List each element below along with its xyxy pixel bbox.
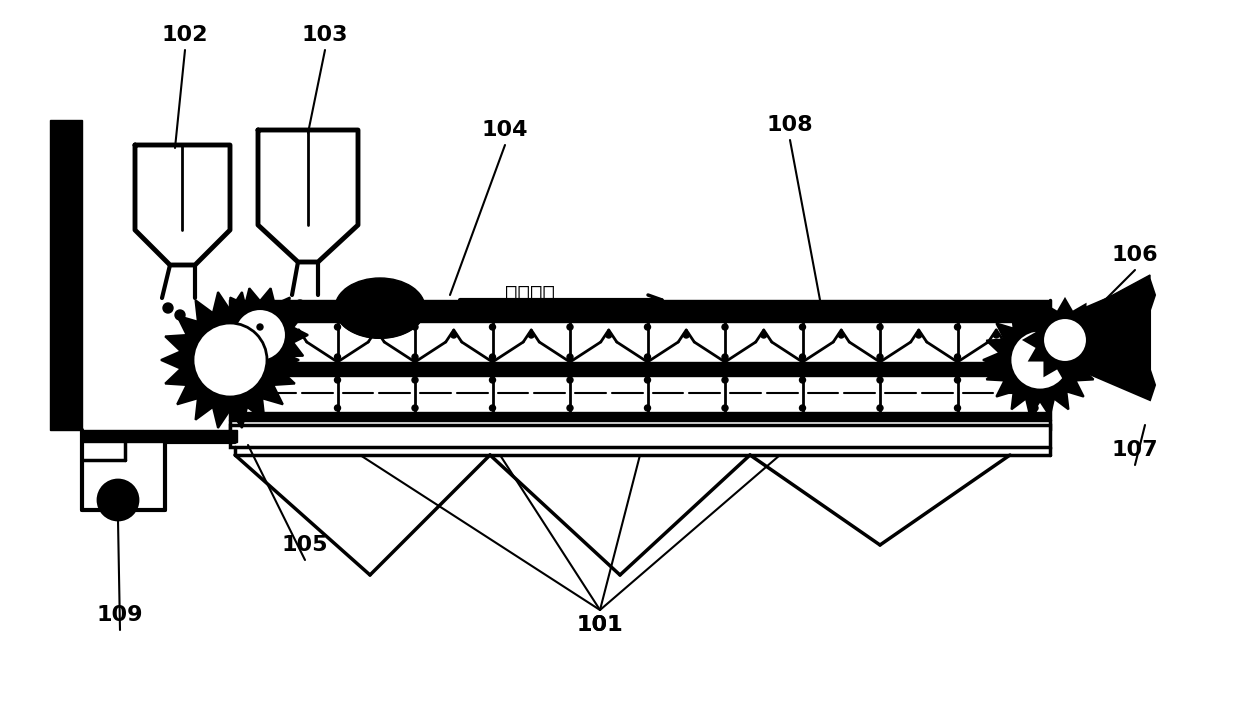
Circle shape — [193, 323, 267, 397]
Circle shape — [1032, 377, 1038, 383]
Circle shape — [490, 354, 496, 360]
Circle shape — [955, 354, 961, 360]
Circle shape — [335, 324, 341, 330]
Circle shape — [412, 354, 418, 360]
Circle shape — [335, 354, 341, 360]
Circle shape — [490, 377, 496, 383]
Circle shape — [234, 309, 286, 361]
Bar — [229, 412, 1050, 420]
Circle shape — [800, 405, 806, 411]
Circle shape — [955, 405, 961, 411]
Circle shape — [800, 324, 806, 330]
Circle shape — [490, 405, 496, 411]
Circle shape — [877, 324, 883, 330]
Circle shape — [567, 354, 573, 360]
Ellipse shape — [335, 278, 425, 338]
Circle shape — [645, 377, 651, 383]
Circle shape — [412, 405, 418, 411]
Circle shape — [567, 377, 573, 383]
Circle shape — [606, 332, 611, 338]
Circle shape — [1011, 330, 1070, 390]
Circle shape — [722, 377, 728, 383]
Circle shape — [490, 324, 496, 330]
Circle shape — [722, 405, 728, 411]
Circle shape — [838, 332, 844, 338]
Bar — [82, 430, 237, 442]
Circle shape — [373, 332, 379, 338]
Text: 103: 103 — [301, 25, 348, 45]
Circle shape — [257, 354, 263, 360]
Bar — [229, 300, 1050, 322]
Circle shape — [162, 303, 174, 313]
Circle shape — [993, 332, 999, 338]
Circle shape — [645, 354, 651, 360]
Circle shape — [916, 332, 921, 338]
Polygon shape — [161, 292, 299, 428]
Polygon shape — [1024, 299, 1106, 381]
Circle shape — [295, 300, 305, 310]
Text: 运行方向: 运行方向 — [505, 285, 556, 305]
Circle shape — [800, 354, 806, 360]
Circle shape — [98, 480, 138, 520]
Circle shape — [645, 405, 651, 411]
Polygon shape — [983, 304, 1097, 416]
Circle shape — [722, 354, 728, 360]
Circle shape — [222, 352, 238, 368]
Bar — [229, 362, 1050, 376]
Circle shape — [451, 332, 456, 338]
Polygon shape — [1085, 275, 1149, 400]
Text: 101: 101 — [577, 615, 624, 635]
Circle shape — [257, 405, 263, 411]
Circle shape — [955, 324, 961, 330]
Text: 108: 108 — [766, 115, 813, 135]
Circle shape — [800, 377, 806, 383]
Circle shape — [335, 377, 341, 383]
Circle shape — [683, 332, 689, 338]
Polygon shape — [212, 289, 308, 382]
Bar — [229, 425, 1050, 447]
Circle shape — [877, 405, 883, 411]
Circle shape — [296, 332, 301, 338]
Text: 106: 106 — [1112, 245, 1158, 265]
Circle shape — [335, 405, 341, 411]
Circle shape — [175, 310, 185, 320]
Circle shape — [567, 405, 573, 411]
Circle shape — [98, 480, 138, 520]
Polygon shape — [335, 308, 425, 338]
Polygon shape — [1080, 280, 1154, 400]
Text: 105: 105 — [281, 535, 329, 555]
Circle shape — [1032, 405, 1038, 411]
Circle shape — [722, 324, 728, 330]
Text: 109: 109 — [97, 605, 144, 625]
Text: 104: 104 — [482, 120, 528, 140]
Circle shape — [877, 377, 883, 383]
Circle shape — [761, 332, 766, 338]
Circle shape — [528, 332, 534, 338]
Circle shape — [412, 324, 418, 330]
Circle shape — [955, 377, 961, 383]
Circle shape — [1043, 318, 1087, 362]
Text: 101: 101 — [577, 615, 624, 635]
Text: 102: 102 — [161, 25, 208, 45]
Circle shape — [257, 324, 263, 330]
Circle shape — [1033, 353, 1047, 367]
Text: 107: 107 — [1112, 440, 1158, 460]
Circle shape — [412, 377, 418, 383]
Circle shape — [567, 324, 573, 330]
Circle shape — [645, 324, 651, 330]
Bar — [50, 120, 82, 430]
Circle shape — [305, 307, 315, 317]
Circle shape — [877, 354, 883, 360]
Circle shape — [257, 377, 263, 383]
